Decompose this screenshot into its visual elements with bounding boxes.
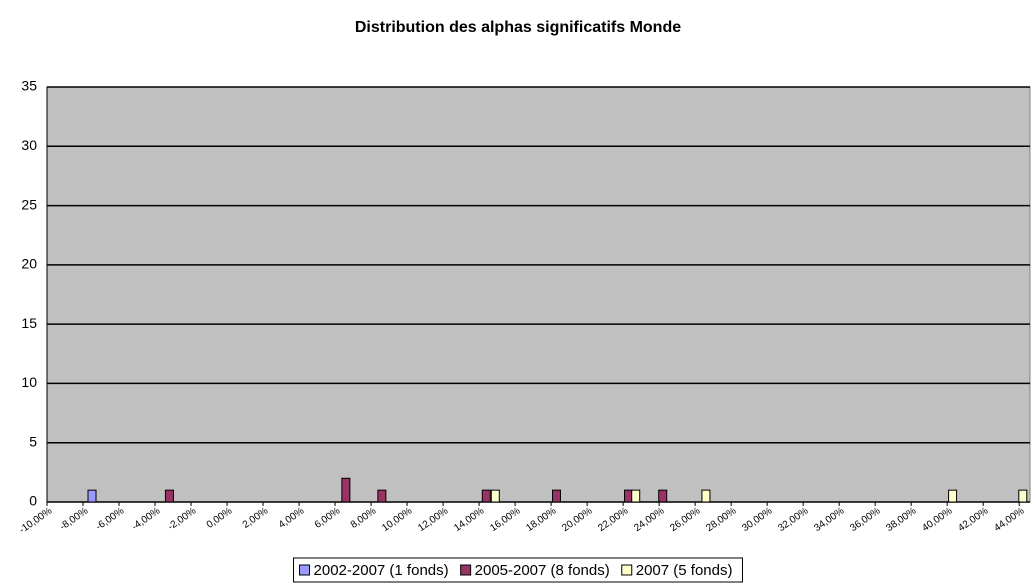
bar [552,489,562,503]
y-tick-label: 35 [21,78,37,94]
y-tick-label: 30 [21,137,37,153]
legend-swatch [621,564,633,576]
y-tick-label: 15 [21,315,37,331]
y-tick-label: 25 [21,196,37,212]
bar [481,489,491,503]
legend-label: 2002-2007 (1 fonds) [314,562,449,579]
bar [631,489,641,503]
bar [701,489,711,503]
y-tick-label: 0 [29,493,37,509]
bar [87,489,97,503]
legend-box [293,557,743,583]
y-tick-label: 5 [29,433,37,449]
plot-area [46,86,1031,503]
legend-label: 2005-2007 (8 fonds) [475,562,610,579]
bar [164,489,174,503]
legend-label: 2007 (5 fonds) [636,562,733,579]
bar [1018,489,1028,503]
y-tick-label: 20 [21,256,37,272]
bar [377,489,387,503]
legend-swatch [460,564,472,576]
bar [490,489,500,503]
bar [948,489,958,503]
legend: 2002-2007 (1 fonds) 2005-2007 (8 fonds) 20… [293,557,743,583]
bar [658,489,668,503]
bar [341,477,351,503]
y-tick-label: 10 [21,374,37,390]
chart-title: Distribution des alphas significatifs Mo… [355,19,681,36]
legend-swatch [299,564,311,576]
